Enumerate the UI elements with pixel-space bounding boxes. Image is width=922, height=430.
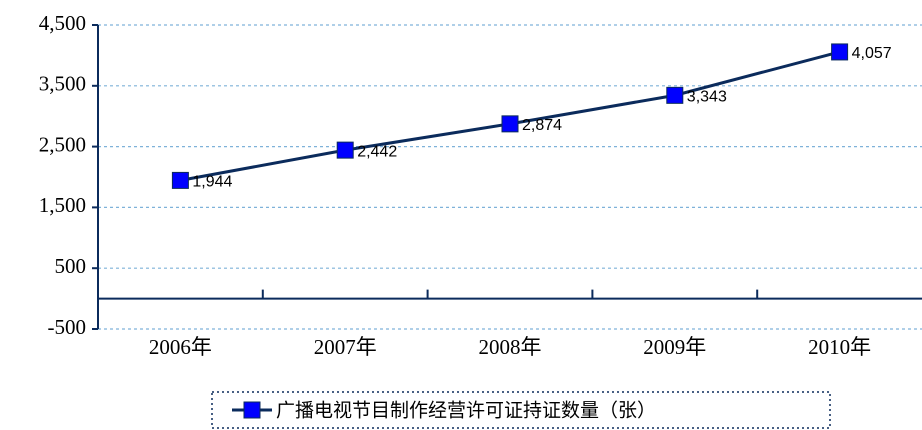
y-tick-label: 1,500: [39, 193, 86, 217]
x-tick-label: 2007年: [314, 335, 377, 359]
y-tick-label: 500: [55, 254, 87, 278]
x-tick-label: 2008年: [479, 335, 542, 359]
legend-label: 广播电视节目制作经营许可证持证数量（张）: [276, 400, 656, 422]
data-label: 3,343: [687, 89, 727, 106]
marker: [831, 43, 849, 61]
y-tick-label: -500: [48, 315, 87, 339]
marker: [501, 115, 519, 133]
marker: [336, 141, 354, 159]
marker: [666, 86, 684, 104]
x-tick-label: 2009年: [643, 335, 706, 359]
data-label: 2,874: [522, 117, 562, 134]
data-label: 1,944: [192, 174, 232, 191]
y-tick-label: 2,500: [39, 132, 86, 156]
x-tick-label: 2006年: [149, 335, 212, 359]
marker: [171, 171, 189, 189]
y-tick-label: 3,500: [39, 72, 86, 96]
data-label: 2,442: [357, 143, 397, 160]
y-tick-label: 4,500: [39, 11, 86, 35]
legend-box: [211, 391, 831, 429]
x-tick-label: 2010年: [808, 335, 871, 359]
legend-marker: [243, 401, 261, 419]
data-label: 4,057: [852, 45, 892, 62]
